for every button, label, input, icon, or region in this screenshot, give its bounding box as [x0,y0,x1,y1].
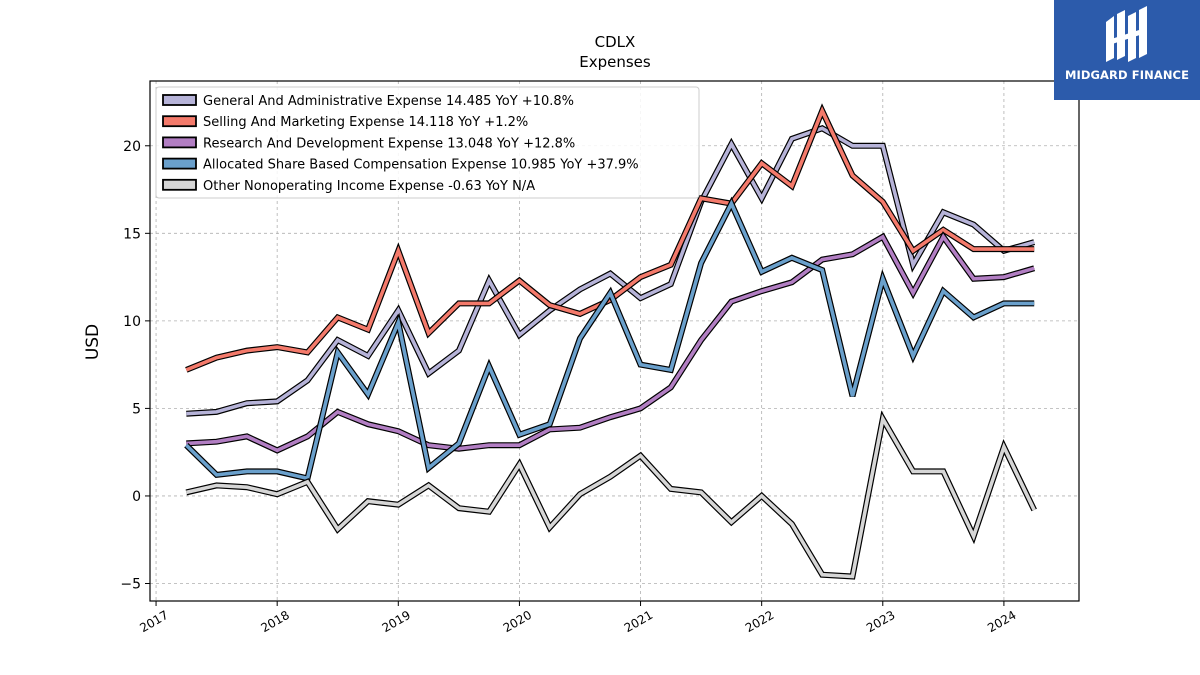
x-tick-label: 2022 [743,608,776,635]
series-line-research-and-development-expense [186,233,1035,453]
legend-label: Allocated Share Based Compensation Expen… [203,158,639,173]
chart-title: CDLX [595,33,636,51]
x-tick-label: 2018 [258,608,291,635]
y-tick-label: 0 [132,489,141,505]
legend-label: Other Nonoperating Income Expense -0.63 … [203,179,535,194]
legend: General And Administrative Expense 14.48… [155,86,700,199]
x-tick-label: 2021 [622,608,655,635]
series-line-allocated-share-based-compensation-expense [185,199,1035,481]
brand-logo: MIDGARD FINANCE [1054,0,1200,100]
legend-label: General And Administrative Expense 14.48… [203,94,574,109]
legend-swatch [162,178,197,191]
x-tick-label: 2019 [380,608,413,635]
y-axis-label: USD [83,324,103,360]
legend-box [155,86,700,199]
y-tick-label: −5 [120,576,141,592]
legend-swatch [162,136,197,149]
series-layer [184,103,1037,580]
legend-swatch [162,115,197,128]
legend-label: Selling And Marketing Expense 14.118 YoY… [203,115,528,130]
series-line-other-nonoperating-income-expense [185,413,1036,579]
y-tick-label: 20 [123,139,141,155]
y-tick-label: 5 [132,401,141,417]
x-tick-label: 2024 [985,608,1018,635]
legend-swatch [162,94,197,106]
plot-frame [149,80,1080,602]
chart-subtitle: Expenses [579,53,651,71]
legend-swatch [162,157,197,170]
x-tick-label: 2023 [864,608,897,635]
axis-ticks: 2017 2018 2019 2020 2021 2022 2023 2024 −5 0 5 10 15… [120,139,1018,635]
y-tick-label: 15 [123,226,141,242]
x-tick-label: 2017 [137,608,170,635]
brand-mark-icon [1106,6,1147,62]
legend-label: Research And Development Expense 13.048 … [203,136,575,151]
series-line-general-and-administrative-expense [186,126,1035,416]
brand-name: MIDGARD FINANCE [1064,68,1190,82]
x-tick-label: 2020 [501,608,534,635]
y-tick-label: 10 [123,314,141,330]
